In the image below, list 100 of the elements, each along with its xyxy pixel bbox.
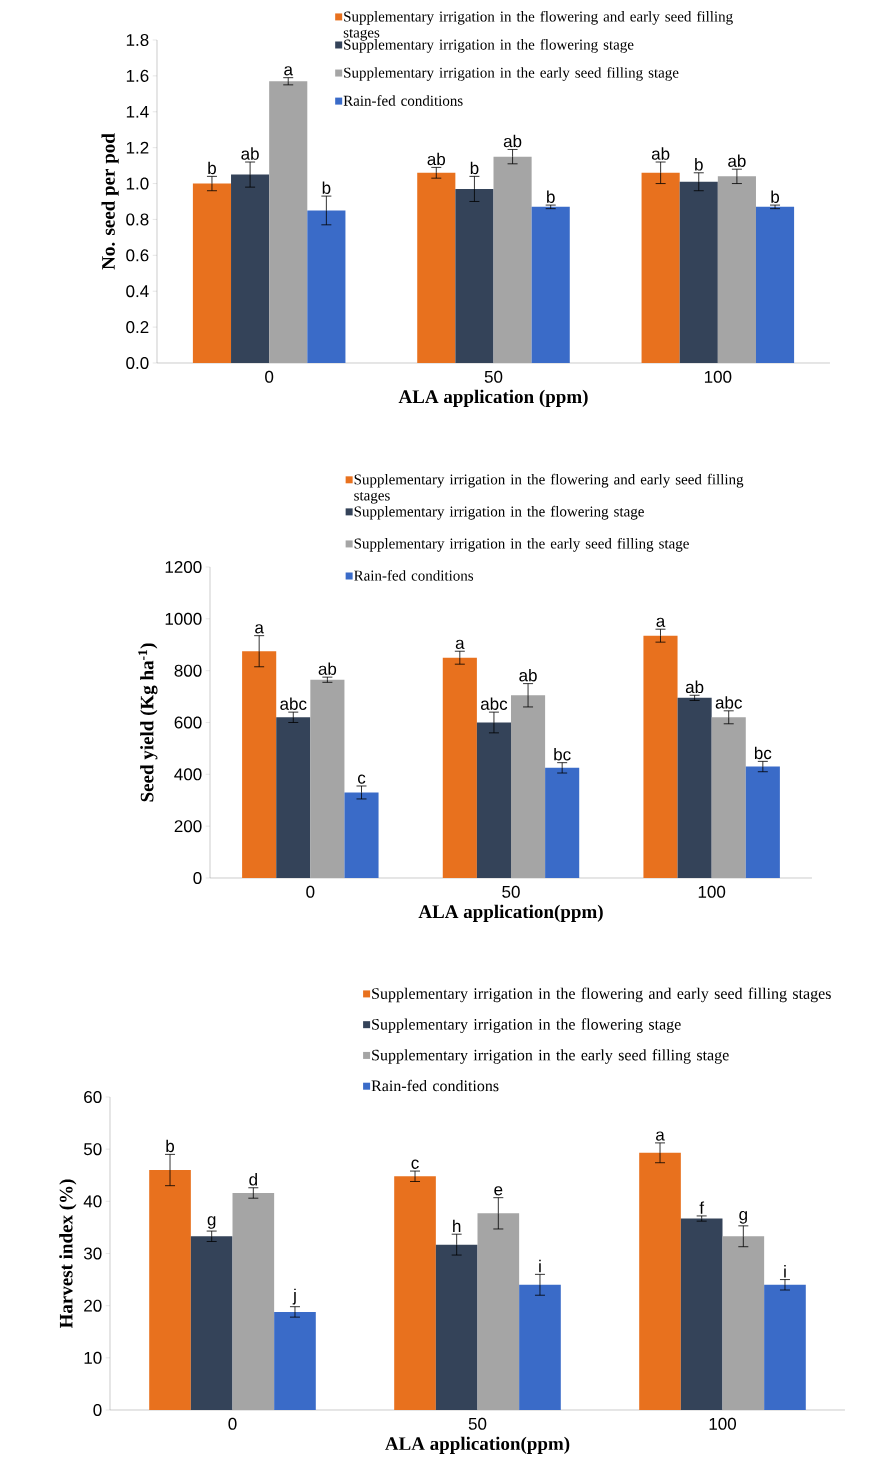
x-axis-title: ALA application(ppm): [418, 904, 603, 922]
legend-label: Rain-fed conditions: [371, 1079, 499, 1092]
y-tick-label: 0.6: [126, 249, 149, 262]
data-label: g: [739, 1210, 747, 1224]
x-tick-label: 50: [484, 370, 503, 383]
y-axis-title: No. seed per pod: [101, 133, 119, 270]
y-tick-label: 10: [84, 1351, 102, 1364]
bar: [242, 651, 277, 878]
data-label: f: [699, 1201, 705, 1214]
y-tick-label: 40: [83, 1195, 102, 1208]
x-tick-label: 100: [704, 370, 732, 383]
y-tick-label: 0: [193, 871, 202, 885]
bar: [455, 188, 494, 363]
bar: [677, 697, 712, 878]
y-tick-label: 600: [174, 716, 202, 729]
bar: [755, 206, 795, 363]
bar: [269, 81, 308, 363]
legend-label: Supplementary irrigation in the flowering stage: [372, 1018, 681, 1034]
bar: [679, 181, 718, 363]
bar: [417, 172, 456, 363]
bar: [231, 174, 270, 363]
x-tick-label: 100: [709, 1417, 737, 1430]
data-label: i: [784, 1265, 786, 1278]
data-label: ab: [427, 152, 446, 166]
y-tick-label: 400: [174, 768, 202, 781]
bar: [643, 635, 678, 878]
y-tick-label: 1000: [165, 612, 202, 625]
y-tick-label: 1.2: [126, 141, 149, 154]
data-label: b: [166, 1139, 175, 1153]
data-label: b: [547, 190, 555, 203]
bar: [680, 1218, 723, 1410]
y-tick-label: 20: [84, 1299, 102, 1312]
x-tick-label: 100: [698, 885, 726, 898]
y-tick-label: 1.8: [126, 33, 149, 47]
bar: [476, 722, 511, 878]
bar: [745, 766, 780, 878]
data-label: ab: [728, 154, 746, 167]
bar: [511, 695, 546, 878]
y-axis-title: Harvest index (%): [59, 1179, 77, 1329]
legend-label: Supplementary irrigation in the flowering stage: [354, 505, 644, 520]
bar: [519, 1284, 561, 1410]
data-label: bc: [754, 746, 772, 760]
x-tick-label: 0: [228, 1417, 237, 1430]
y-tick-label: 0: [93, 1403, 102, 1417]
data-label: a: [255, 624, 264, 634]
bar: [545, 767, 580, 878]
data-label: abc: [280, 697, 307, 710]
data-label: e: [494, 1186, 503, 1196]
y-tick-label: 1.6: [126, 69, 149, 82]
legend-label: Rain-fed conditions: [343, 95, 463, 106]
bar: [190, 1236, 233, 1410]
bar: [764, 1284, 806, 1410]
bar: [276, 717, 311, 878]
x-tick-label: 0: [265, 370, 274, 383]
bar: [493, 156, 532, 363]
x-tick-label: 0: [306, 885, 315, 898]
legend-label: Supplementary irrigation in the flowering stage: [344, 38, 634, 53]
data-label: a: [284, 66, 293, 76]
bar: [435, 1244, 478, 1410]
bar: [711, 717, 746, 878]
y-tick-label: 200: [174, 820, 202, 833]
bar: [232, 1192, 275, 1410]
data-label: c: [411, 1159, 419, 1169]
y-axis-title: Seed yield (Kg ha$^{-1}$): [138, 643, 158, 802]
bar: [192, 183, 232, 363]
data-label: ab: [685, 680, 704, 694]
bar: [307, 210, 346, 363]
legend-label: Supplementary irrigation in the flowering and early seed filling stages: [372, 987, 831, 1003]
y-tick-label: 50: [83, 1143, 102, 1156]
data-label: abc: [715, 696, 742, 709]
legend-label: Supplementary irrigation in the early seed filling stage: [344, 67, 679, 81]
data-label: h: [453, 1219, 461, 1232]
bar: [394, 1176, 436, 1410]
data-label: ab: [519, 668, 537, 682]
bar: [531, 206, 570, 363]
bar: [717, 176, 756, 363]
y-tick-label: 1200: [165, 560, 202, 574]
data-label: ab: [318, 662, 337, 675]
y-tick-label: 1.4: [126, 105, 149, 118]
y-tick-label: 0.0: [126, 356, 149, 370]
data-label: b: [470, 161, 479, 175]
data-label: a: [656, 617, 666, 627]
data-label: bc: [554, 747, 571, 761]
x-axis-title: ALA application (ppm): [398, 389, 588, 407]
data-label: ab: [503, 134, 522, 148]
x-axis-title: ALA application(ppm): [385, 1436, 570, 1454]
data-label: b: [695, 158, 703, 171]
data-label: b: [208, 161, 216, 175]
data-label: i: [539, 1259, 541, 1273]
legend-label: Rain-fed conditions: [354, 569, 474, 581]
y-tick-label: 800: [174, 664, 202, 677]
y-tick-label: 0.4: [126, 285, 149, 298]
data-label: ab: [651, 147, 670, 160]
data-label: a: [656, 1131, 665, 1141]
y-tick-label: 0.2: [126, 321, 149, 334]
data-label: b: [771, 190, 780, 203]
data-label: c: [357, 774, 366, 784]
legend-label: Supplementary irrigation in the early seed filling stage: [372, 1049, 729, 1064]
data-label: d: [249, 1173, 257, 1186]
data-label: ab: [241, 147, 259, 160]
